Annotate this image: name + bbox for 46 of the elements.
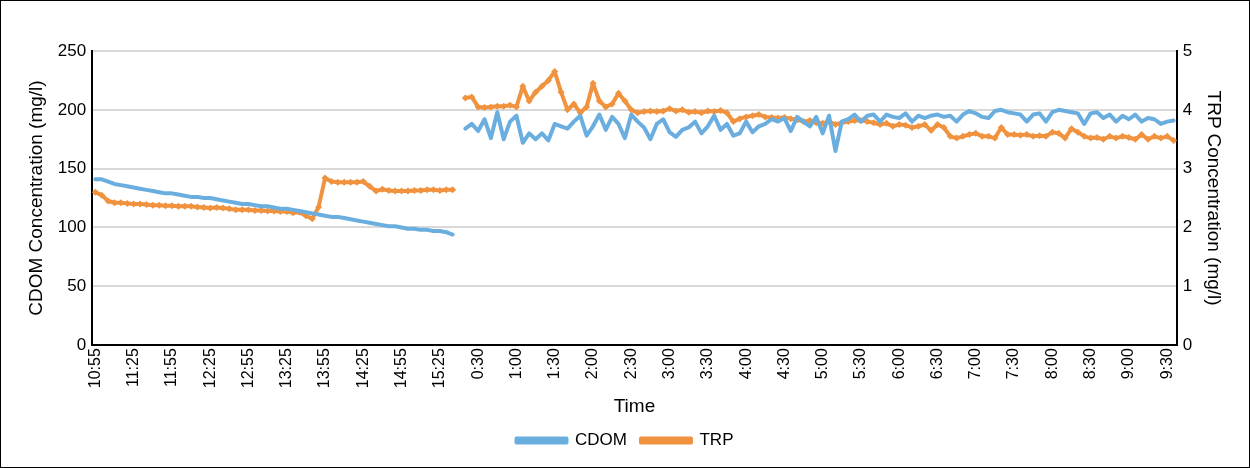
x-tick-label: 4:30 <box>774 348 792 380</box>
x-tick-label: 4:00 <box>736 348 754 380</box>
x-tick-label: 13:55 <box>315 348 333 389</box>
y2-tick-label: 0 <box>1182 334 1193 354</box>
y2-axis-title: TRP Concentration (mg/l) <box>1204 90 1226 306</box>
x-tick-label: 14:55 <box>391 348 409 389</box>
x-tick-label: 8:00 <box>1042 348 1060 380</box>
y2-tick-label: 5 <box>1182 40 1193 60</box>
x-tick-label: 12:25 <box>200 348 218 389</box>
x-tick-label: 3:30 <box>698 348 716 380</box>
x-tick-label: 8:30 <box>1081 348 1099 380</box>
y-tick-label: 250 <box>57 40 87 60</box>
x-tick-label: 5:00 <box>813 348 831 380</box>
x-tick-label: 7:00 <box>966 348 984 380</box>
x-axis-title: Time <box>613 394 656 416</box>
legend-label: TRP <box>699 430 734 450</box>
x-tick-label: 9:30 <box>1157 348 1175 380</box>
y2-tick-label: 1 <box>1182 276 1193 296</box>
x-tick-label: 6:00 <box>889 348 907 380</box>
x-tick-label: 6:30 <box>927 348 945 380</box>
x-tick-label: 11:55 <box>162 348 180 388</box>
x-tick-label: 7:30 <box>1004 348 1022 380</box>
x-tick-label: 15:25 <box>430 348 448 389</box>
x-tick-label: 1:00 <box>506 348 524 380</box>
x-tick-label: 2:00 <box>583 348 601 380</box>
y-tick-label: 200 <box>57 99 87 119</box>
x-tick-label: 10:55 <box>85 348 103 389</box>
x-tick-label: 9:00 <box>1119 348 1137 380</box>
y2-tick-label: 3 <box>1182 158 1193 178</box>
y-tick-label: 0 <box>76 334 87 354</box>
x-tick-label: 13:25 <box>277 348 295 389</box>
y-tick-label: 150 <box>57 158 87 178</box>
legend-label: CDOM <box>575 430 627 450</box>
y-tick-label: 100 <box>57 217 87 237</box>
y2-tick-label: 2 <box>1182 217 1193 237</box>
x-tick-label: 0:30 <box>468 348 486 380</box>
x-tick-label: 14:25 <box>353 348 371 389</box>
x-tick-label: 12:55 <box>238 348 256 389</box>
x-tick-label: 3:00 <box>659 348 677 380</box>
y-axis-title: CDOM Concentration (mg/l) <box>24 80 46 316</box>
x-tick-label: 1:30 <box>545 348 563 380</box>
x-tick-label: 5:30 <box>851 348 869 380</box>
y2-tick-label: 4 <box>1182 99 1193 119</box>
x-tick-label: 2:30 <box>621 348 639 380</box>
x-tick-label: 11:25 <box>124 348 142 388</box>
y-tick-label: 50 <box>67 276 87 296</box>
